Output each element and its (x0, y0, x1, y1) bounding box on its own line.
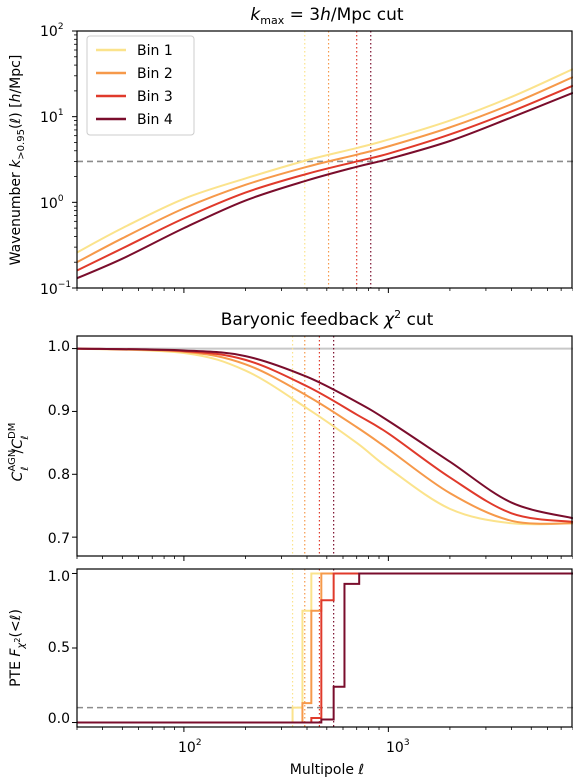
x-tick-label: 103 (386, 738, 410, 756)
bottom-y-tick-label: 0.5 (48, 640, 70, 656)
series-bin2 (77, 572, 573, 724)
top-panel-title: kmax = 3h/Mpc cut (250, 5, 404, 27)
bottom-y-tick-label: 0.0 (48, 711, 70, 727)
panel-bottom (72, 568, 573, 732)
middle-y-tick-label: 1.0 (48, 339, 70, 355)
legend: Bin 1 Bin 2 Bin 3 Bin 4 (86, 35, 195, 136)
middle-y-tick-labels: 1.0 0.9 0.8 0.7 (48, 339, 70, 547)
series-bin1 (76, 347, 573, 526)
legend-label-bin3: Bin 3 (137, 89, 173, 105)
bottom-y-tick-label: 1.0 (48, 569, 70, 585)
middle-y-tick-label: 0.9 (48, 403, 70, 419)
series-bin2 (76, 76, 573, 264)
series-bin4 (77, 572, 573, 724)
top-y-tick-label: 10−1 (40, 280, 71, 298)
plot-frame (76, 30, 573, 289)
panel-top (72, 30, 573, 293)
legend-label-bin4: Bin 4 (137, 112, 173, 128)
middle-y-tick-label: 0.8 (48, 467, 70, 483)
series-bin1 (77, 572, 573, 724)
series-bin4 (76, 91, 573, 280)
series-bin3 (77, 572, 573, 724)
middle-panel-title: Baryonic feedback χ2 cut (221, 308, 434, 330)
series-bin3 (76, 84, 573, 272)
series-bin1 (76, 68, 573, 254)
legend-label-bin2: Bin 2 (137, 66, 173, 82)
x-tick-label: 102 (178, 738, 202, 756)
middle-y-tick-label: 0.7 (48, 531, 70, 547)
legend-label-bin1: Bin 1 (137, 43, 173, 59)
top-y-axis-label: Wavenumber k>0.95(ℓ) [h/Mpc] (8, 55, 27, 266)
plot-frame (76, 335, 573, 557)
x-tick-labels: 102 103 (178, 738, 410, 756)
bottom-y-axis-label: PTE Fχ2(<ℓ) (8, 609, 27, 687)
plot-frame (76, 568, 573, 728)
series-bin4 (76, 347, 573, 520)
middle-y-axis-label: CAGN ℓ/CDM ℓ (7, 423, 31, 482)
top-y-tick-label: 100 (40, 194, 64, 212)
x-axis-label: Multipole ℓ (290, 762, 364, 778)
legend-box (86, 35, 195, 136)
top-y-tick-labels: 10−1 100 101 102 (40, 22, 71, 298)
series-bin2 (76, 347, 573, 525)
bottom-y-tick-labels: 1.0 0.5 0.0 (48, 569, 70, 727)
top-y-tick-label: 102 (40, 22, 64, 40)
top-y-tick-label: 101 (40, 108, 64, 126)
panel-middle (72, 335, 573, 561)
